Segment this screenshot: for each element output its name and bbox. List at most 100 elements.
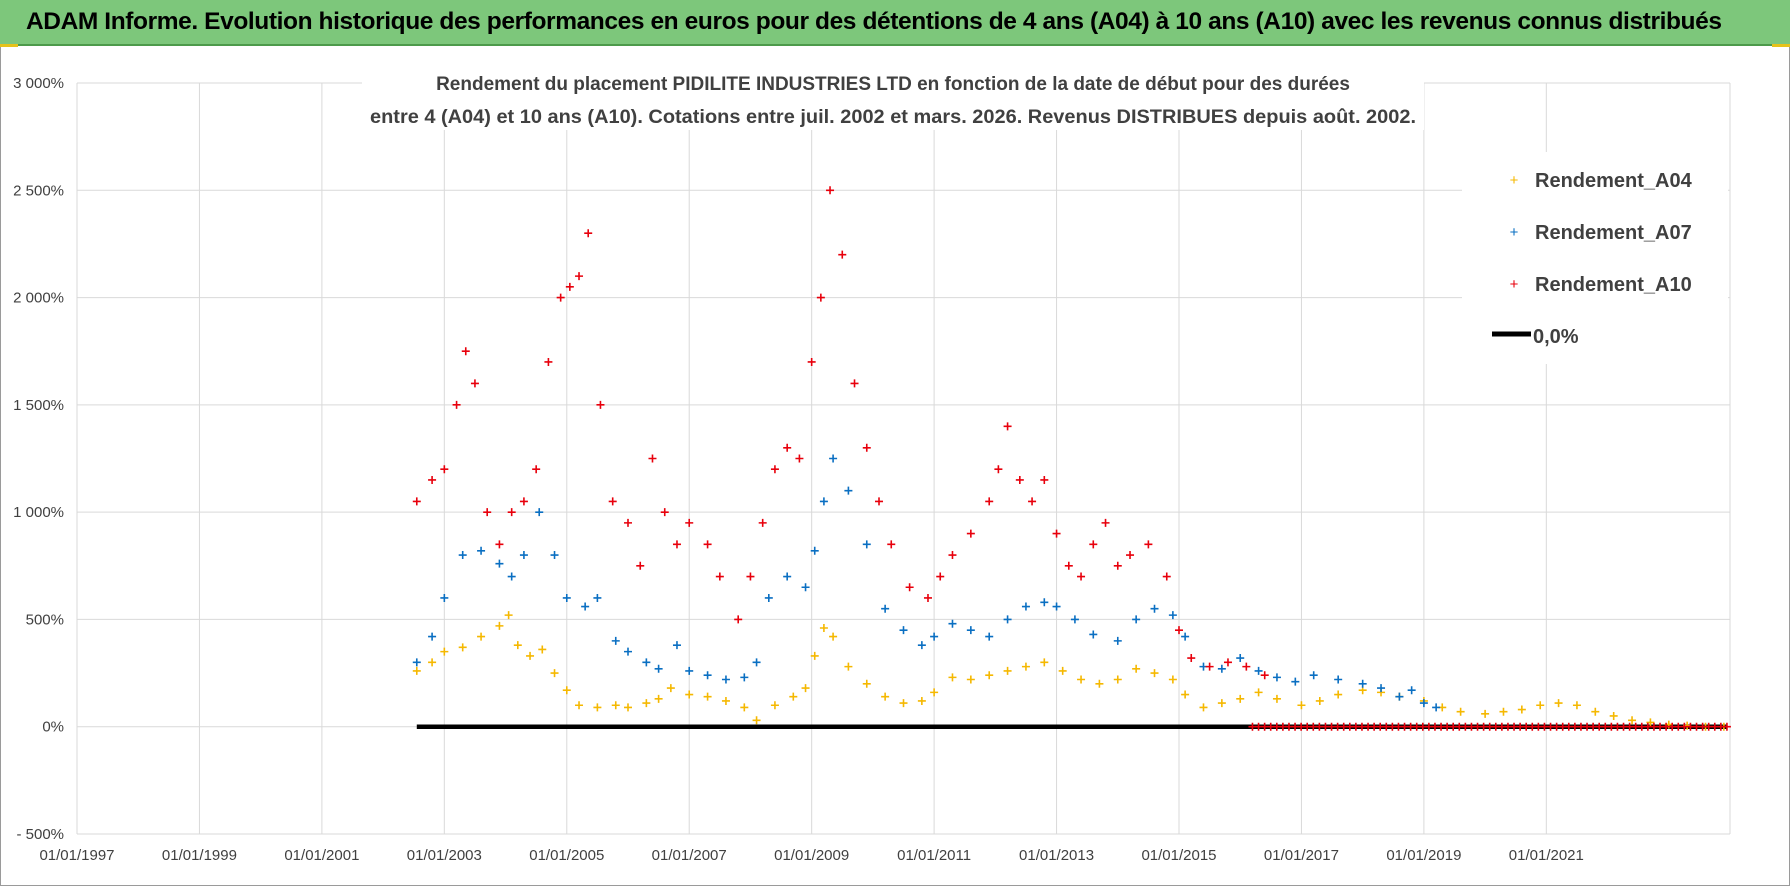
point-a04-31 xyxy=(862,679,871,688)
point-a07-35 xyxy=(948,619,957,628)
point-a04-2 xyxy=(440,647,449,656)
point-a07-59 xyxy=(1395,692,1404,701)
point-a10-27 xyxy=(746,572,755,581)
point-a10-21 xyxy=(660,508,669,517)
point-a04-18 xyxy=(666,684,675,693)
point-a10-19 xyxy=(636,561,645,570)
point-a07-38 xyxy=(1003,615,1012,624)
legend-marker-a10: + xyxy=(1510,276,1519,293)
point-a07-39 xyxy=(1021,602,1030,611)
point-a04-22 xyxy=(740,703,749,712)
point-a10-12 xyxy=(556,293,565,302)
series-rendement-a10 xyxy=(412,186,1269,680)
y-tick-label-2: 500% xyxy=(26,611,64,628)
point-a10-28 xyxy=(758,518,767,527)
point-a07-53 xyxy=(1272,673,1281,682)
point-a10-65 xyxy=(1260,671,1269,680)
point-a04-33 xyxy=(899,699,908,708)
x-tick-label-2: 01/01/2001 xyxy=(284,847,359,864)
chart-title-line-1: Rendement du placement PIDILITE INDUSTRI… xyxy=(436,74,1350,95)
legend-background xyxy=(1462,152,1728,364)
point-a10-42 xyxy=(936,572,945,581)
point-a07-52 xyxy=(1254,666,1263,675)
point-a04-4 xyxy=(477,632,486,641)
point-a07-18 xyxy=(685,666,694,675)
point-a04-28 xyxy=(819,624,828,633)
y-tick-label-1: 0% xyxy=(42,719,64,736)
point-a07-43 xyxy=(1089,630,1098,639)
point-a10-48 xyxy=(1015,475,1024,484)
header-banner: ADAM Informe. Evolution historique des p… xyxy=(0,0,1790,46)
point-a07-0 xyxy=(412,658,421,667)
point-a04-63 xyxy=(1456,707,1465,716)
point-a07-31 xyxy=(881,604,890,613)
point-a04-53 xyxy=(1254,688,1263,697)
point-a04-40 xyxy=(1021,662,1030,671)
point-a10-11 xyxy=(544,357,553,366)
point-a04-9 xyxy=(538,645,547,654)
point-a07-23 xyxy=(764,593,773,602)
x-tick-label-11: 01/01/2019 xyxy=(1386,847,1461,864)
point-a10-1 xyxy=(428,475,437,484)
point-a04-48 xyxy=(1168,675,1177,684)
point-a07-3 xyxy=(458,551,467,560)
point-a04-67 xyxy=(1536,701,1545,710)
point-a04-34 xyxy=(917,696,926,705)
point-a04-45 xyxy=(1113,675,1122,684)
point-a07-15 xyxy=(642,658,651,667)
point-a10-5 xyxy=(470,379,479,388)
point-a10-20 xyxy=(648,454,657,463)
corner-accent-right xyxy=(1772,44,1790,47)
point-a07-50 xyxy=(1217,664,1226,673)
point-a10-46 xyxy=(994,465,1003,474)
y-axis-tick-labels: - 500% 0% 500% 1 000% 1 500% 2 000% 2 500% 3 00… xyxy=(13,75,64,843)
x-tick-label-10: 01/01/2017 xyxy=(1264,847,1339,864)
x-tick-label-3: 01/01/2003 xyxy=(407,847,482,864)
point-a04-36 xyxy=(948,673,957,682)
point-a07-40 xyxy=(1040,598,1049,607)
point-a07-33 xyxy=(917,641,926,650)
point-a04-30 xyxy=(844,662,853,671)
point-a10-10 xyxy=(532,465,541,474)
point-a10-33 xyxy=(816,293,825,302)
point-a07-51 xyxy=(1236,654,1245,663)
point-a04-15 xyxy=(624,703,632,712)
legend-marker-a07: + xyxy=(1510,224,1519,241)
point-a04-13 xyxy=(593,703,602,712)
point-a04-69 xyxy=(1572,701,1581,710)
point-a10-40 xyxy=(905,583,914,592)
point-a07-34 xyxy=(930,632,939,641)
point-a07-12 xyxy=(593,593,602,602)
point-a04-21 xyxy=(721,696,730,705)
point-a07-30 xyxy=(862,540,871,549)
point-a07-60 xyxy=(1407,686,1416,695)
point-a10-61 xyxy=(1187,654,1196,663)
point-a10-22 xyxy=(672,540,681,549)
legend: + Rendement_A04 + Rendement_A07 + Rendem… xyxy=(1462,152,1728,364)
point-a07-5 xyxy=(495,559,504,568)
point-a07-19 xyxy=(703,671,712,680)
point-a04-47 xyxy=(1150,669,1159,678)
point-a07-8 xyxy=(535,508,544,517)
point-a10-38 xyxy=(875,497,884,506)
point-a10-59 xyxy=(1162,572,1171,581)
point-a10-24 xyxy=(703,540,712,549)
point-a04-8 xyxy=(526,651,535,660)
point-a07-58 xyxy=(1377,684,1386,693)
point-a04-5 xyxy=(495,621,504,630)
point-a10-26 xyxy=(734,615,743,624)
point-a04-43 xyxy=(1077,675,1086,684)
point-a10-13 xyxy=(565,282,574,291)
point-a10-44 xyxy=(966,529,975,538)
point-a10-41 xyxy=(923,593,932,602)
point-a10-29 xyxy=(770,465,779,474)
point-a10-14 xyxy=(575,272,584,281)
point-a07-29 xyxy=(844,486,853,495)
point-a04-42 xyxy=(1058,666,1067,675)
point-a10-23 xyxy=(685,518,694,527)
x-tick-label-12: 01/01/2021 xyxy=(1509,847,1584,864)
x-axis-tick-labels: 01/01/1997 01/01/1999 01/01/2001 01/01/2003… xyxy=(39,847,1583,864)
point-a04-56 xyxy=(1315,696,1324,705)
point-a10-49 xyxy=(1028,497,1037,506)
